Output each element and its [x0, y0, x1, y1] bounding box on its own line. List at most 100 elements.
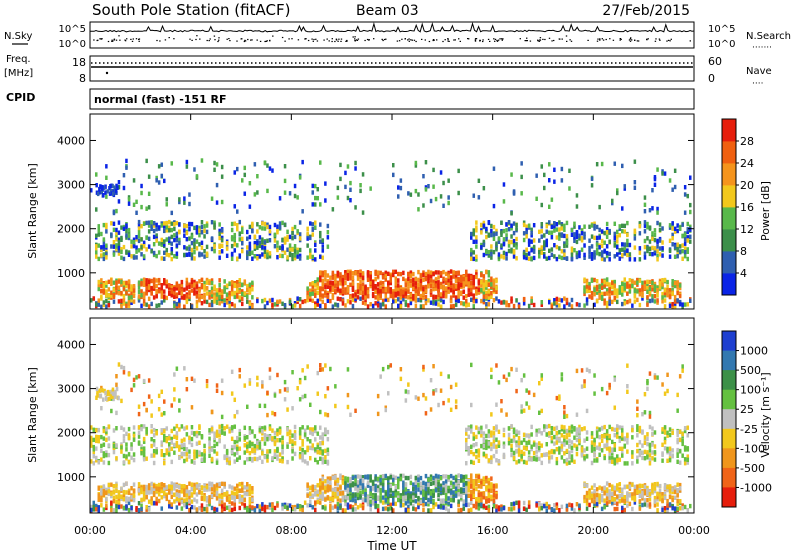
heatmap-cell [195, 433, 199, 439]
heatmap-cell [686, 238, 690, 243]
heatmap-cell [291, 304, 294, 309]
heatmap-cell [402, 290, 405, 295]
heatmap-cell [220, 481, 224, 486]
heatmap-cell [590, 290, 594, 296]
heatmap-cell [251, 497, 254, 502]
heatmap-cell [558, 220, 561, 225]
heatmap-cell [349, 487, 352, 492]
heatmap-cell [387, 364, 390, 370]
heatmap-cell [681, 249, 684, 254]
heatmap-cell [132, 482, 136, 487]
heatmap-cell [336, 487, 340, 492]
heatmap-cell [253, 192, 257, 197]
heatmap-cell [248, 234, 252, 240]
heatmap-cell [507, 227, 511, 232]
heatmap-cell [366, 474, 370, 479]
noise-search-dot [385, 38, 387, 40]
heatmap-cell [600, 161, 604, 167]
heatmap-cell [140, 293, 143, 298]
heatmap-cell [173, 482, 176, 487]
heatmap-cell [613, 231, 617, 237]
heatmap-cell [230, 243, 234, 249]
heatmap-cell [623, 277, 627, 282]
heatmap-cell [344, 290, 347, 295]
heatmap-cell [170, 256, 174, 262]
heatmap-cell [573, 248, 576, 253]
heatmap-cell [467, 292, 471, 297]
heatmap-cell [452, 287, 455, 292]
noise-search-dot [272, 35, 274, 37]
heatmap-cell [334, 494, 337, 499]
heatmap-cell [140, 506, 143, 512]
heatmap-cell [102, 426, 106, 431]
heatmap-cell [102, 451, 106, 456]
heatmap-cell [293, 507, 297, 512]
noise-search-dot [537, 39, 539, 41]
heatmap-cell [369, 485, 372, 491]
heatmap-cell [165, 197, 169, 202]
heatmap-cell [218, 222, 221, 227]
heatmap-cell [95, 250, 98, 255]
heatmap-cell [595, 162, 599, 167]
heatmap-cell [185, 457, 189, 462]
heatmap-cell [120, 425, 123, 430]
heatmap-cell [324, 485, 327, 491]
heatmap-cell [278, 225, 282, 230]
heatmap-cell [92, 504, 96, 510]
heatmap-cell [439, 292, 443, 297]
heatmap-cell [593, 250, 596, 255]
heatmap-cell [218, 243, 221, 248]
heatmap-cell [102, 484, 106, 489]
heatmap-cell [389, 475, 393, 480]
heatmap-cell [198, 298, 201, 303]
heatmap-cell [344, 501, 347, 507]
heatmap-cell [137, 280, 141, 285]
heatmap-cell [321, 436, 325, 442]
heatmap-cell [173, 442, 176, 448]
heatmap-cell [616, 299, 619, 305]
heatmap-cell [147, 244, 151, 249]
heatmap-cell [389, 289, 393, 294]
heatmap-cell [238, 367, 242, 373]
noise-search-dot [111, 40, 113, 42]
heatmap-cell [200, 503, 204, 508]
heatmap-cell [152, 439, 156, 444]
heatmap-cell [225, 246, 229, 251]
heatmap-cell [472, 250, 476, 255]
heatmap-cell [590, 244, 594, 249]
heatmap-cell [588, 245, 591, 251]
heatmap-cell [510, 296, 513, 301]
heatmap-cell [115, 374, 118, 379]
noise-search-dot [659, 39, 661, 41]
heatmap-cell [467, 302, 471, 307]
heatmap-cell [427, 184, 430, 189]
heatmap-cell [107, 293, 111, 298]
heatmap-cell [477, 195, 481, 200]
heatmap-cell [505, 300, 508, 305]
heatmap-cell [605, 244, 609, 249]
heatmap-cell [155, 294, 158, 299]
heatmap-cell [636, 289, 639, 294]
heatmap-cell [178, 447, 181, 452]
heatmap-cell [188, 246, 191, 252]
heatmap-cell [241, 497, 244, 503]
heatmap-cell [381, 478, 385, 483]
heatmap-cell [111, 183, 114, 189]
heatmap-cell [228, 295, 231, 300]
heatmap-cell [394, 501, 398, 507]
heatmap-cell [223, 302, 226, 308]
heatmap-cell [656, 206, 659, 212]
heatmap-cell [379, 289, 382, 294]
heatmap-cell [185, 504, 189, 509]
heatmap-cell [671, 282, 674, 287]
heatmap-cell [379, 495, 382, 501]
heatmap-cell [611, 280, 614, 286]
heatmap-cell [424, 187, 428, 192]
heatmap-cell [200, 158, 204, 163]
heatmap-cell [125, 223, 128, 228]
heatmap-cell [283, 240, 287, 245]
heatmap-cell [132, 492, 136, 498]
heatmap-cell [387, 481, 390, 486]
heatmap-cell [316, 499, 320, 505]
heatmap-cell [485, 294, 488, 299]
